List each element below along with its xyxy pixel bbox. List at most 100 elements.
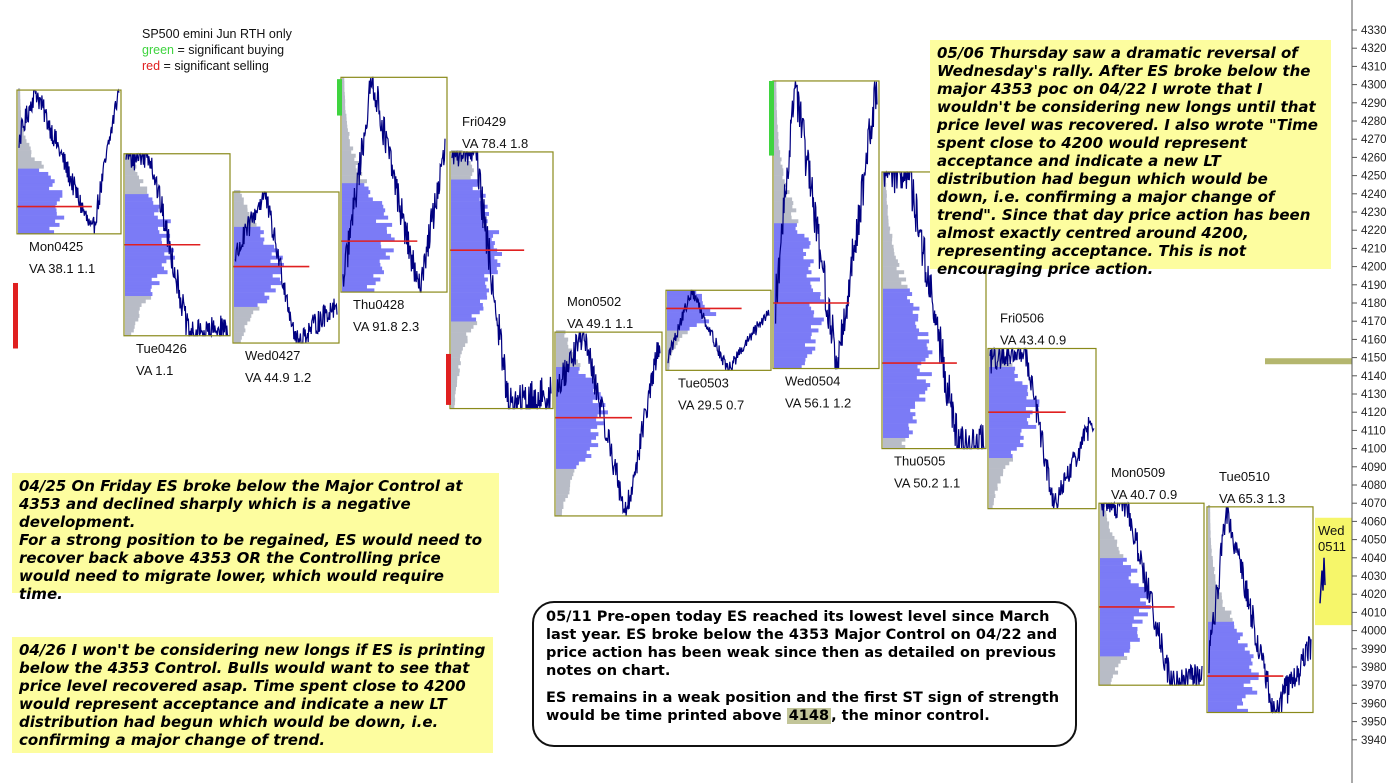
- profile-bar: [342, 230, 387, 235]
- y-tick-label: 3940: [1361, 735, 1387, 747]
- profile-bar: [1100, 608, 1139, 613]
- profile-bar: [883, 288, 910, 293]
- profile-bar: [125, 226, 158, 231]
- profile-bar: [883, 350, 933, 355]
- profile-bar: [556, 439, 592, 444]
- profile-bar: [125, 321, 136, 326]
- profile-bar: [342, 139, 350, 144]
- profile-bar: [1208, 625, 1235, 630]
- profile-bar: [342, 208, 386, 213]
- profile-bar: [342, 91, 345, 96]
- profile-bar: [451, 244, 494, 249]
- profile-bar: [342, 197, 373, 202]
- profile-bar: [18, 117, 22, 122]
- profile-bar: [1100, 550, 1120, 555]
- profile-bar: [774, 153, 780, 158]
- profile-bar: [556, 494, 568, 499]
- current-session-label-day: Wed: [1318, 523, 1345, 538]
- profile-bar: [18, 113, 21, 118]
- profile-bar: [18, 124, 24, 129]
- profile-bar: [1208, 515, 1211, 520]
- profile-bar: [556, 424, 598, 429]
- profile-bar: [342, 259, 380, 264]
- profile-bar: [1100, 525, 1109, 529]
- y-tick-label: 4270: [1361, 134, 1387, 146]
- profile-bar: [883, 310, 913, 315]
- profile-bar: [234, 273, 273, 278]
- y-tick-label: 4330: [1361, 25, 1387, 37]
- profile-bar: [1100, 659, 1121, 664]
- y-tick-label: 4230: [1361, 207, 1387, 219]
- profile-bar: [234, 295, 270, 300]
- profile-bar: [1208, 705, 1238, 710]
- session-va-label: VA 91.8 2.3: [353, 319, 419, 334]
- profile-bar: [989, 501, 994, 506]
- profile-bar: [556, 490, 570, 495]
- profile-bar: [342, 142, 350, 147]
- session-va-label: VA 78.4 1.8: [462, 136, 528, 151]
- profile-bar: [883, 332, 929, 337]
- profile-bar: [883, 186, 887, 191]
- profile-bar: [1208, 519, 1211, 524]
- profile-bar: [774, 244, 810, 249]
- profile-bar: [125, 182, 141, 187]
- profile-bar: [774, 146, 780, 151]
- profile-bar: [451, 313, 472, 318]
- note-0426: 04/26 I won't be considering new longs i…: [12, 637, 493, 753]
- profile-bar: [1100, 576, 1129, 580]
- profile-bar: [989, 414, 1031, 418]
- profile-bar: [342, 248, 394, 253]
- session-date-label: Wed0504: [785, 374, 840, 389]
- profile-bar: [451, 288, 490, 293]
- profile-bar: [125, 277, 152, 282]
- profile-bar: [1100, 641, 1131, 646]
- profile-bar: [883, 434, 909, 438]
- profile-bar: [125, 273, 158, 278]
- y-tick-label: 3950: [1361, 717, 1387, 729]
- profile-bar: [342, 150, 352, 155]
- y-tick-label: 4290: [1361, 98, 1387, 110]
- profile-bar: [342, 270, 384, 275]
- profile-bar: [1100, 645, 1131, 650]
- session-box: [123, 153, 231, 337]
- profile-bar: [234, 270, 282, 275]
- profile-bar: [125, 288, 151, 293]
- profile-bar: [1100, 670, 1119, 675]
- profile-bar: [556, 512, 562, 517]
- profile-bar: [342, 219, 377, 224]
- session-date-label: Wed0427: [245, 348, 300, 363]
- session-date-label: Mon0509: [1111, 465, 1165, 480]
- profile-bar: [883, 266, 897, 271]
- profile-bar: [1100, 637, 1140, 642]
- profile-bar: [1208, 559, 1213, 564]
- profile-bar: [451, 368, 460, 373]
- profile-bar: [234, 292, 265, 297]
- profile-bar: [774, 292, 821, 297]
- profile-bar: [451, 383, 457, 388]
- profile-bar: [989, 450, 1011, 455]
- profile-bar: [234, 237, 265, 242]
- y-tick-label: 4220: [1361, 225, 1387, 237]
- profile-bar: [556, 417, 597, 422]
- session-box: [1098, 502, 1205, 686]
- profile-bar: [1208, 668, 1252, 673]
- significance-marker: [446, 353, 451, 405]
- profile-bar: [451, 241, 495, 246]
- profile-bar: [774, 237, 809, 242]
- profile-bar: [18, 168, 40, 173]
- profile-bar: [774, 164, 783, 169]
- profile-bar: [451, 372, 460, 377]
- profile-bar: [883, 353, 929, 358]
- profile-bar: [556, 348, 573, 353]
- profile-bar: [989, 406, 1026, 411]
- profile-bar: [989, 392, 1029, 397]
- profile-bar: [451, 252, 502, 256]
- profile-bar: [1100, 557, 1127, 562]
- minor-control-value: 4148: [786, 708, 832, 724]
- session-date-label: Mon0425: [29, 239, 83, 254]
- profile-bar: [774, 102, 777, 107]
- profile-bar: [774, 226, 796, 231]
- profile-bar: [342, 88, 345, 93]
- profile-bar: [234, 335, 242, 340]
- legend-rest-selling: = significant selling: [160, 59, 269, 73]
